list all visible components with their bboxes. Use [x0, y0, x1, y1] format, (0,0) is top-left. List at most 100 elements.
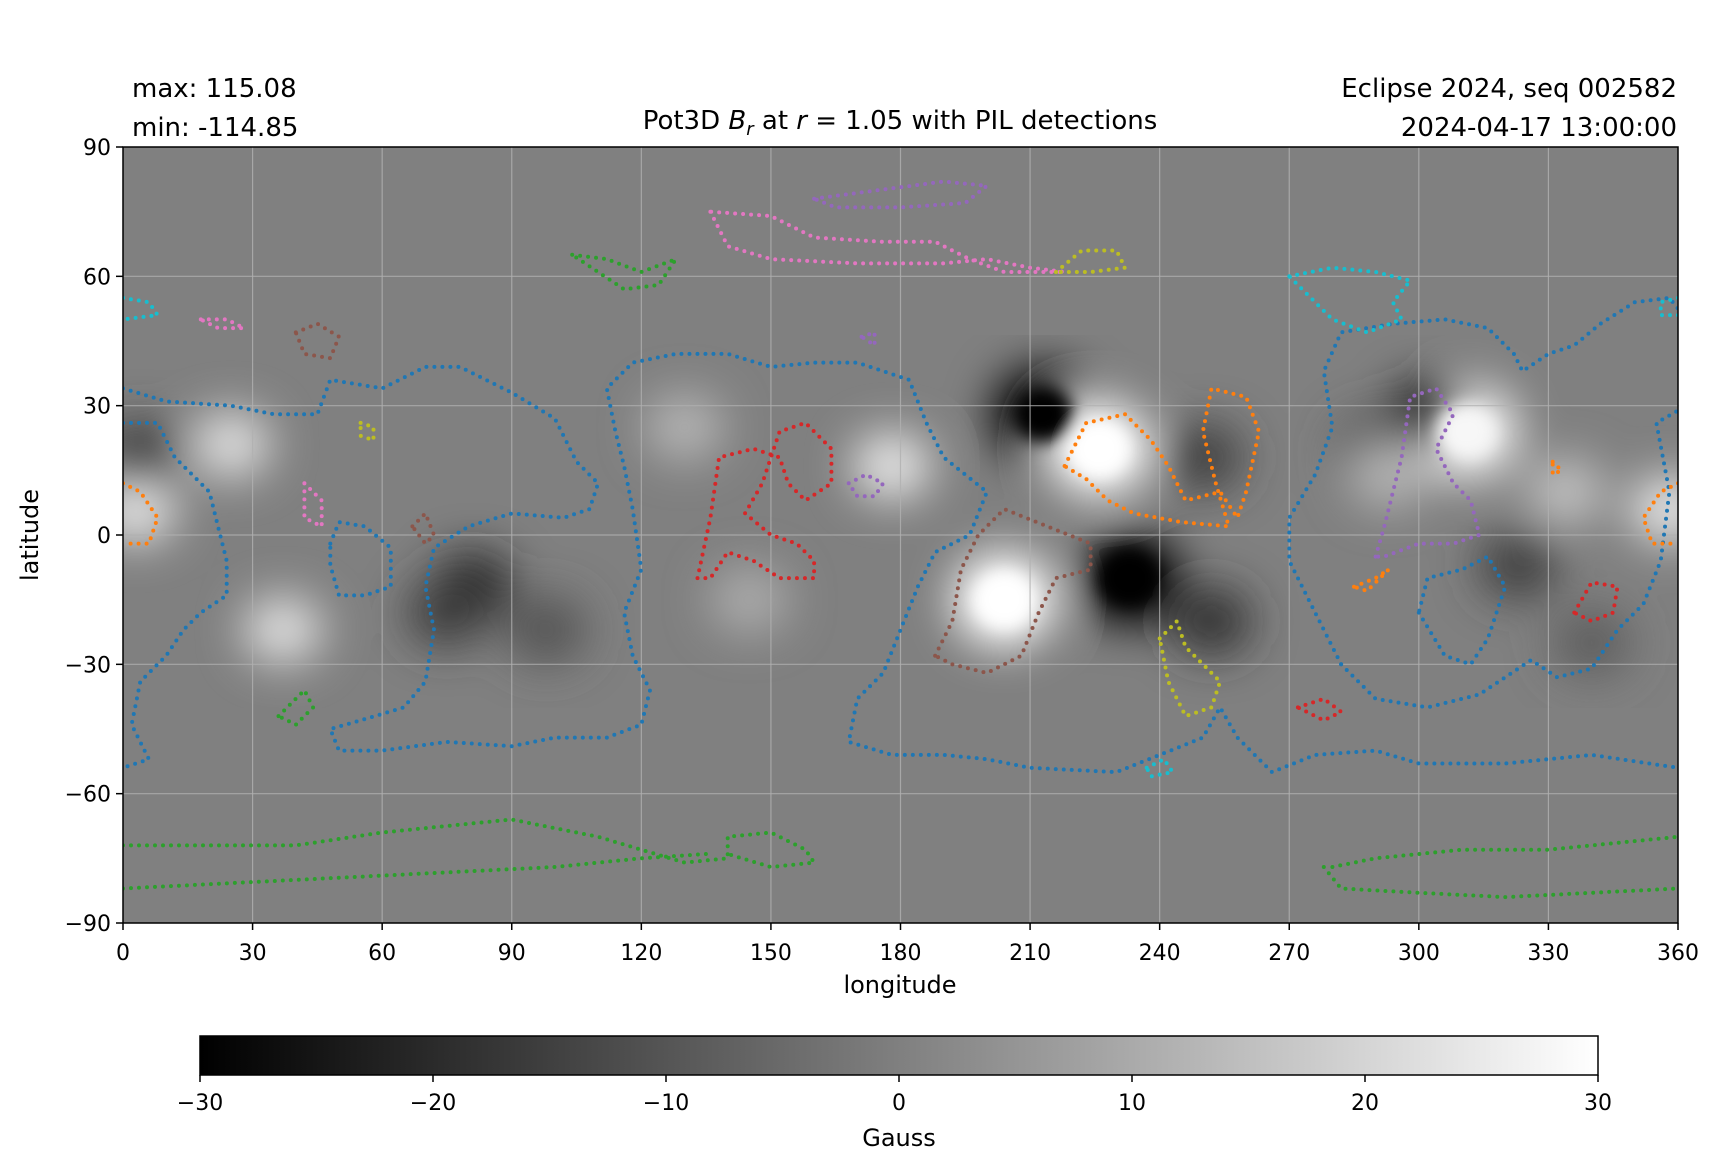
y-tick-label: 90: [83, 136, 111, 161]
pil-contour: [1062, 386, 1261, 529]
y-tick-label: 0: [97, 524, 111, 549]
field-blob: [506, 595, 587, 664]
title-mid: at: [754, 106, 797, 136]
pil-contour: [570, 252, 678, 292]
info-datetime: 2024-04-17 13:00:00: [1401, 113, 1677, 143]
pil-contour: [846, 472, 886, 499]
pil-contour: [198, 317, 246, 331]
y-tick-label: −30: [65, 653, 111, 678]
title-var: B: [728, 106, 746, 136]
y-tick-label: −60: [65, 783, 111, 808]
plot-area: [123, 147, 1678, 923]
y-axis: 90 60 30 0 −30 −60 −90: [65, 136, 123, 937]
field-blob: [123, 475, 176, 544]
colorbar-tick-label: 30: [1584, 1091, 1612, 1116]
y-tick-label: 30: [83, 395, 111, 420]
x-axis-label: longitude: [843, 971, 956, 999]
title-sub: r: [746, 119, 755, 140]
x-tick-label: 60: [368, 941, 396, 966]
pil-contour: [1321, 865, 1678, 900]
pil-contour: [1658, 295, 1678, 318]
field-map: [123, 366, 1678, 677]
pil-contour: [1287, 265, 1413, 335]
x-tick-label: 240: [1139, 941, 1181, 966]
y-tick-label: 60: [83, 265, 111, 290]
pil-contour: [1572, 580, 1620, 624]
field-blob: [1478, 531, 1559, 600]
field-blob: [1162, 423, 1243, 492]
colorbar-label: Gauss: [862, 1124, 936, 1152]
field-core: [974, 571, 1035, 628]
x-tick-label: 360: [1657, 941, 1699, 966]
field-core: [1099, 550, 1160, 607]
x-tick-label: 0: [116, 941, 130, 966]
pil-contour: [859, 330, 877, 348]
pil-contour: [410, 511, 436, 546]
field-blob: [406, 578, 487, 647]
pil-contour: [1157, 619, 1223, 719]
field-blob: [190, 410, 271, 479]
pil-contour: [812, 179, 989, 210]
pil-contour: [328, 520, 393, 598]
colorbar-tick-label: −20: [410, 1091, 456, 1116]
pil-contour: [123, 481, 160, 546]
pil-contour: [1339, 408, 1678, 710]
y-tick-label: −90: [65, 912, 111, 937]
max-text: max: 115.08: [132, 74, 297, 104]
pil-contour: [1550, 459, 1564, 477]
chart-title: Pot3D Br at r = 1.05 with PIL detections: [643, 106, 1158, 140]
pil-contour: [123, 420, 229, 770]
pil-contour: [123, 852, 709, 891]
pil-contours: [123, 179, 1678, 900]
pil-contour: [1352, 567, 1391, 593]
field-blob: [1525, 457, 1606, 526]
pil-contour: [695, 420, 834, 581]
x-tick-label: 180: [880, 941, 922, 966]
title-r: r: [796, 106, 809, 136]
pil-contour: [1373, 386, 1482, 559]
field-blob: [242, 595, 323, 664]
field-core: [1013, 386, 1074, 443]
field-blob: [123, 419, 181, 488]
pil-contour: [123, 817, 817, 869]
title-prefix: Pot3D: [643, 106, 729, 136]
x-axis: 0 30 60 90 120 150 180 210 240 270 300 330 360: [116, 923, 1699, 966]
x-tick-label: 330: [1527, 941, 1569, 966]
x-tick-label: 30: [239, 941, 267, 966]
info-sequence: Eclipse 2024, seq 002582: [1341, 74, 1677, 104]
x-tick-label: 120: [620, 941, 662, 966]
pil-contour: [358, 420, 376, 443]
field-blob: [1348, 440, 1429, 509]
title-eq: = 1.05 with PIL detections: [807, 106, 1157, 136]
y-axis-label: latitude: [16, 489, 44, 581]
pil-contour: [1287, 295, 1678, 667]
pil-contour: [276, 688, 316, 727]
pil-contour: [123, 351, 1678, 775]
grid-lines: [123, 147, 1678, 923]
field-blob: [1171, 587, 1252, 656]
min-text: min: -114.85: [132, 113, 298, 143]
colorbar-tick-label: −30: [177, 1091, 223, 1116]
pil-contour: [933, 507, 1093, 675]
pil-contour: [1330, 834, 1678, 869]
pil-contour: [1054, 248, 1128, 274]
colorbar-ticks: −30 −20 −10 0 10 20 30: [177, 1075, 1612, 1116]
field-core: [1069, 420, 1130, 477]
x-tick-label: 150: [750, 941, 792, 966]
pil-contour: [1295, 696, 1344, 723]
field-blob: [1551, 608, 1632, 677]
colorbar-tick-label: 20: [1351, 1091, 1379, 1116]
colorbar-tick-label: −10: [643, 1091, 689, 1116]
x-tick-label: 90: [498, 941, 526, 966]
colorbar: [199, 1035, 1599, 1076]
x-tick-label: 270: [1268, 941, 1310, 966]
x-tick-label: 300: [1398, 941, 1440, 966]
field-blob: [644, 393, 725, 462]
pil-contour: [1641, 481, 1678, 546]
colorbar-tick-label: 0: [892, 1091, 906, 1116]
field-blob: [709, 565, 790, 634]
pil-contour: [708, 209, 1067, 274]
field-blob: [851, 432, 932, 501]
x-tick-label: 210: [1009, 941, 1051, 966]
